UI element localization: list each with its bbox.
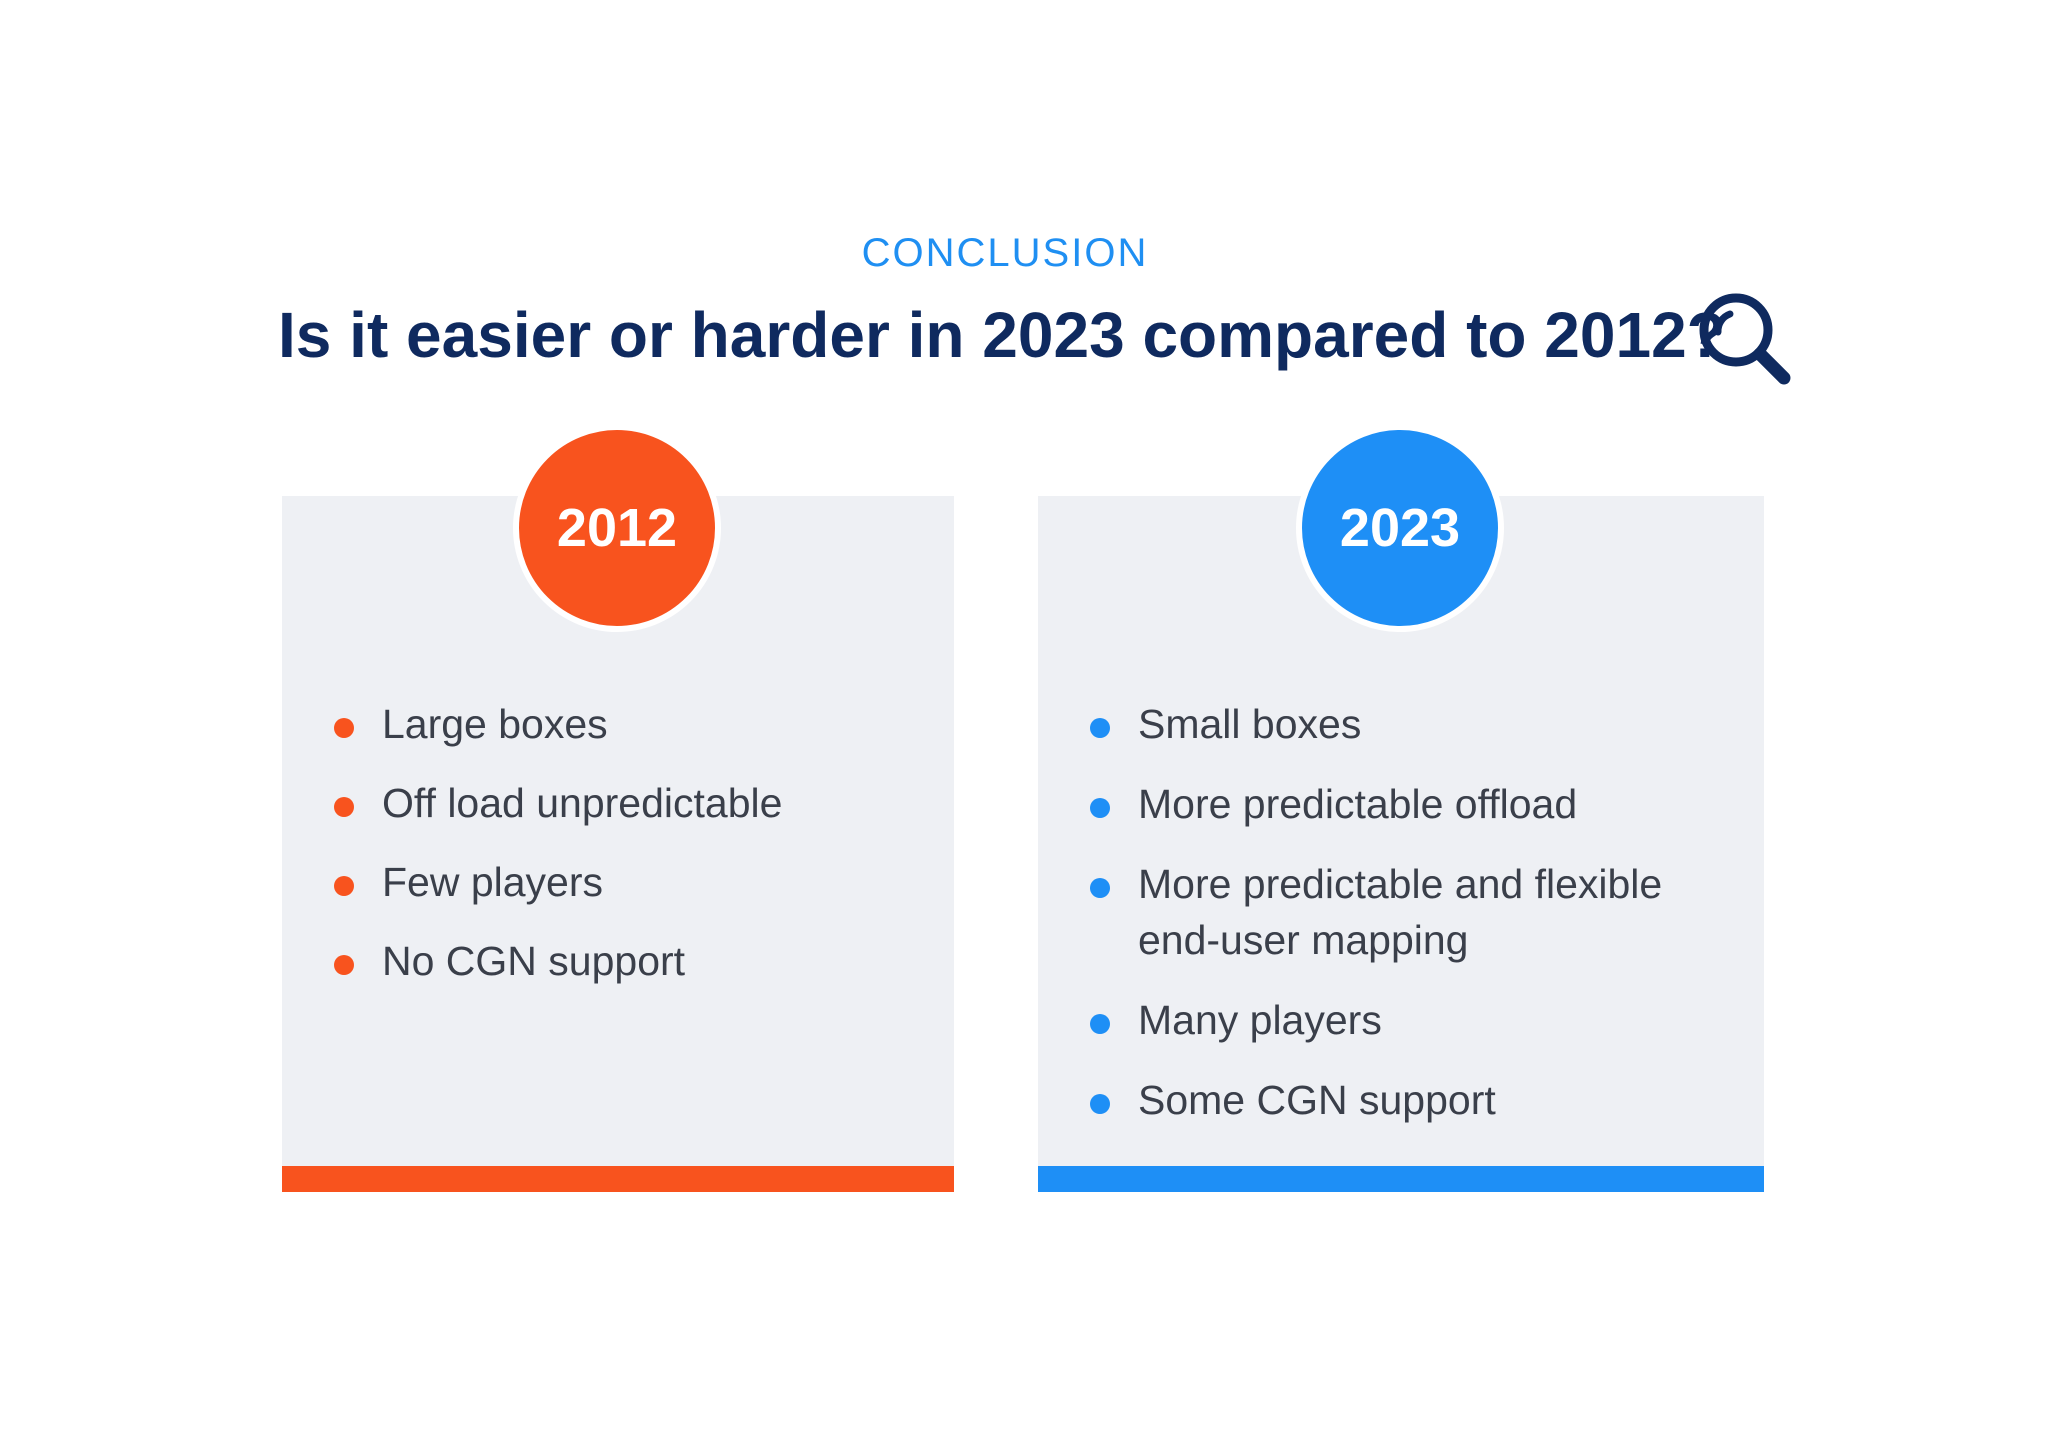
bullet-list-2023: Small boxes More predictable offload Mor…	[1086, 696, 1746, 1152]
panel-accent-bar-2012	[282, 1166, 954, 1192]
bullet-dot-icon	[1090, 1014, 1110, 1034]
list-item-text: Many players	[1138, 997, 1382, 1043]
section-eyebrow: CONCLUSION	[861, 231, 1149, 275]
list-item: Off load unpredictable	[330, 775, 930, 831]
list-item: Large boxes	[330, 696, 930, 752]
page-title: Is it easier or harder in 2023 compared …	[278, 299, 1726, 371]
list-item: Many players	[1086, 992, 1746, 1048]
list-item-text: More predictable and flexible end-user m…	[1138, 861, 1663, 963]
bullet-dot-icon	[334, 718, 354, 738]
year-badge-2012: 2012	[513, 424, 721, 632]
bullet-list-2012: Large boxes Off load unpredictable Few p…	[330, 696, 930, 1012]
bullet-dot-icon	[1090, 718, 1110, 738]
list-item-text: Some CGN support	[1138, 1077, 1496, 1123]
list-item: Few players	[330, 854, 930, 910]
list-item-text: No CGN support	[382, 938, 686, 984]
list-item: Small boxes	[1086, 696, 1746, 752]
list-item-text: Off load unpredictable	[382, 780, 783, 826]
list-item: No CGN support	[330, 933, 930, 989]
list-item-text: Large boxes	[382, 701, 608, 747]
year-badge-2023: 2023	[1296, 424, 1504, 632]
bullet-dot-icon	[1090, 798, 1110, 818]
panel-accent-bar-2023	[1038, 1166, 1764, 1192]
bullet-dot-icon	[334, 955, 354, 975]
search-icon	[1699, 293, 1791, 385]
bullet-dot-icon	[1090, 1094, 1110, 1114]
list-item-text: More predictable offload	[1138, 781, 1578, 827]
list-item: Some CGN support	[1086, 1072, 1746, 1128]
bullet-dot-icon	[334, 876, 354, 896]
list-item: More predictable offload	[1086, 776, 1746, 832]
bullet-dot-icon	[1090, 878, 1110, 898]
list-item-text: Few players	[382, 859, 604, 905]
bullet-dot-icon	[334, 797, 354, 817]
list-item: More predictable and flexible end-user m…	[1086, 856, 1746, 968]
list-item-text: Small boxes	[1138, 701, 1362, 747]
